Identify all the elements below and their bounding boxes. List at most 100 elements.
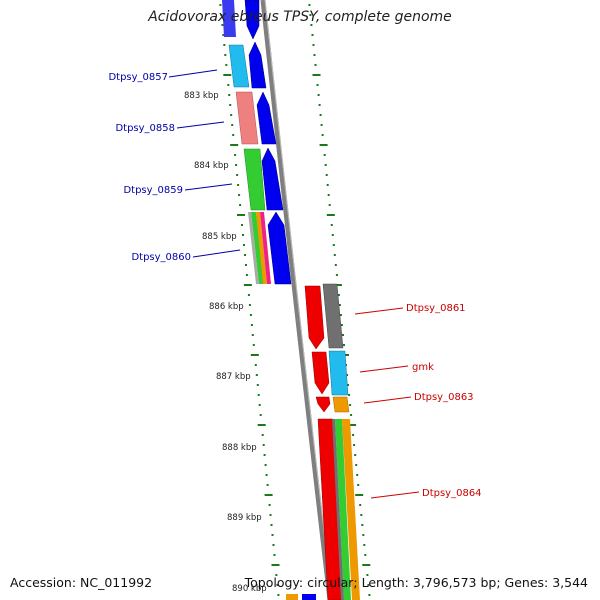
gene-label-Dtpsy_0859: Dtpsy_0859 — [123, 185, 183, 196]
ruler-minor-tick — [331, 234, 334, 236]
ruler-minor-tick — [242, 234, 244, 236]
ruler-minor-tick — [342, 334, 344, 336]
accession-text: Accession: NC_011992 — [10, 575, 153, 590]
ruler-minor-tick — [324, 164, 327, 166]
ruler-minor-tick — [314, 64, 317, 66]
cog-block-gmk — [328, 350, 349, 396]
gene-arrow — [261, 147, 284, 211]
genome-summary-text: Topology: circular; Length: 3,796,573 bp… — [244, 575, 588, 590]
ruler-minor-tick — [273, 554, 276, 556]
ruler-minor-tick — [360, 514, 363, 516]
ruler-minor-tick — [357, 484, 360, 486]
gene-arrow — [248, 41, 267, 89]
ruler-minor-tick — [259, 414, 262, 416]
ruler-minor-tick — [277, 594, 280, 596]
ruler-minor-tick — [225, 64, 228, 66]
gene-label-Dtpsy_0857: Dtpsy_0857 — [108, 72, 168, 83]
ruler-minor-tick — [254, 364, 257, 366]
ruler-minor-tick — [330, 224, 333, 226]
ruler-labels: 883 kbp 884 kbp 885 kbp 886 kbp 887 kbp … — [184, 91, 267, 594]
ruler-minor-tick — [257, 394, 260, 396]
ruler-minor-tick — [323, 154, 326, 156]
cog-block-Dtpsy_0864-a — [335, 419, 351, 600]
ruler-minor-tick — [251, 334, 254, 336]
genome-backbone — [260, 0, 333, 600]
ruler-ticks-right — [308, 4, 371, 596]
ruler-minor-tick — [245, 274, 248, 276]
ruler-minor-tick — [219, 4, 222, 6]
gene-arrow-Dtpsy_0864 — [317, 418, 344, 600]
ruler-minor-tick — [220, 14, 223, 16]
ruler-minor-tick — [234, 154, 237, 156]
ruler-minor-tick — [230, 114, 233, 116]
ruler-minor-tick — [269, 514, 272, 516]
cog-block-Dtpsy_0860-a — [251, 212, 264, 284]
ruler-minor-tick — [276, 584, 279, 586]
cog-block-Dtpsy_0861 — [322, 283, 344, 349]
ruler-minor-tick — [340, 324, 343, 326]
cog-block-Dtpsy_0858 — [235, 91, 259, 145]
plus-strand-genes — [244, 0, 292, 285]
gene-partial — [302, 594, 316, 600]
cog-block-Dtpsy_0857 — [228, 44, 250, 88]
ruler-minor-tick — [327, 194, 330, 196]
ruler-major-tick — [243, 284, 252, 286]
ruler-minor-tick — [222, 34, 225, 36]
ruler-major-tick — [362, 564, 371, 566]
ruler-minor-tick — [261, 434, 264, 436]
gene-label-Dtpsy_0864: Dtpsy_0864 — [422, 488, 482, 499]
ruler-major-tick — [333, 284, 342, 286]
ruler-minor-tick — [224, 54, 227, 56]
ruler-label: 883 kbp — [184, 91, 219, 101]
leader-line — [359, 365, 409, 373]
ruler-major-tick — [319, 144, 328, 146]
ruler-minor-tick — [320, 124, 323, 126]
ruler-minor-tick — [239, 204, 242, 206]
ruler-minor-tick — [270, 524, 273, 526]
ruler-minor-tick — [266, 484, 269, 486]
ruler-minor-tick — [264, 464, 267, 466]
gene-arrow — [256, 91, 277, 145]
ruler-minor-tick — [308, 4, 311, 6]
ruler-minor-tick — [364, 554, 367, 556]
gene-labels-left: Dtpsy_0857 Dtpsy_0858 Dtpsy_0859 Dtpsy_0… — [108, 69, 241, 263]
ruler-minor-tick — [313, 54, 316, 56]
ruler-minor-tick — [348, 394, 351, 396]
ruler-minor-tick — [245, 264, 247, 266]
ruler-minor-tick — [346, 374, 348, 376]
ruler-minor-tick — [349, 404, 352, 406]
ruler-minor-tick — [247, 294, 250, 296]
ruler-major-tick — [223, 74, 232, 76]
gene-arrow-Dtpsy_0863 — [315, 396, 331, 413]
ruler-minor-tick — [333, 254, 336, 256]
bottom-partial-genes — [286, 594, 316, 600]
minus-strand-cog-track — [322, 283, 360, 600]
cog-block-Dtpsy_0864-c — [332, 419, 344, 600]
ruler-minor-tick — [223, 44, 226, 46]
ruler-minor-tick — [228, 94, 231, 96]
ruler-minor-tick — [309, 14, 312, 16]
ruler-minor-tick — [338, 304, 341, 306]
ruler-minor-tick — [227, 84, 230, 86]
ruler-label: 886 kbp — [209, 302, 244, 312]
ruler-major-tick — [312, 74, 321, 76]
ruler-major-tick — [250, 354, 259, 356]
ruler-minor-tick — [268, 504, 271, 506]
gene-arrow-top — [244, 0, 260, 40]
ruler-minor-tick — [244, 254, 246, 256]
ruler-minor-tick — [353, 444, 356, 446]
gene-label-Dtpsy_0860: Dtpsy_0860 — [131, 252, 191, 263]
leader-line — [370, 491, 420, 499]
ruler-major-tick — [264, 494, 273, 496]
gene-arrow-Dtpsy_0861 — [304, 285, 325, 350]
ruler-minor-tick — [363, 544, 366, 546]
cog-block-Dtpsy_0860-c — [260, 212, 271, 284]
ruler-minor-tick — [262, 444, 265, 446]
ruler-minor-tick — [362, 534, 365, 536]
ruler-minor-tick — [361, 524, 364, 526]
map-title: Acidovorax ebreus TPSY, complete genome — [148, 9, 452, 25]
ruler-minor-tick — [256, 384, 259, 386]
ruler-minor-tick — [265, 474, 268, 476]
ruler-major-tick — [271, 564, 280, 566]
ruler-minor-tick — [319, 114, 322, 116]
